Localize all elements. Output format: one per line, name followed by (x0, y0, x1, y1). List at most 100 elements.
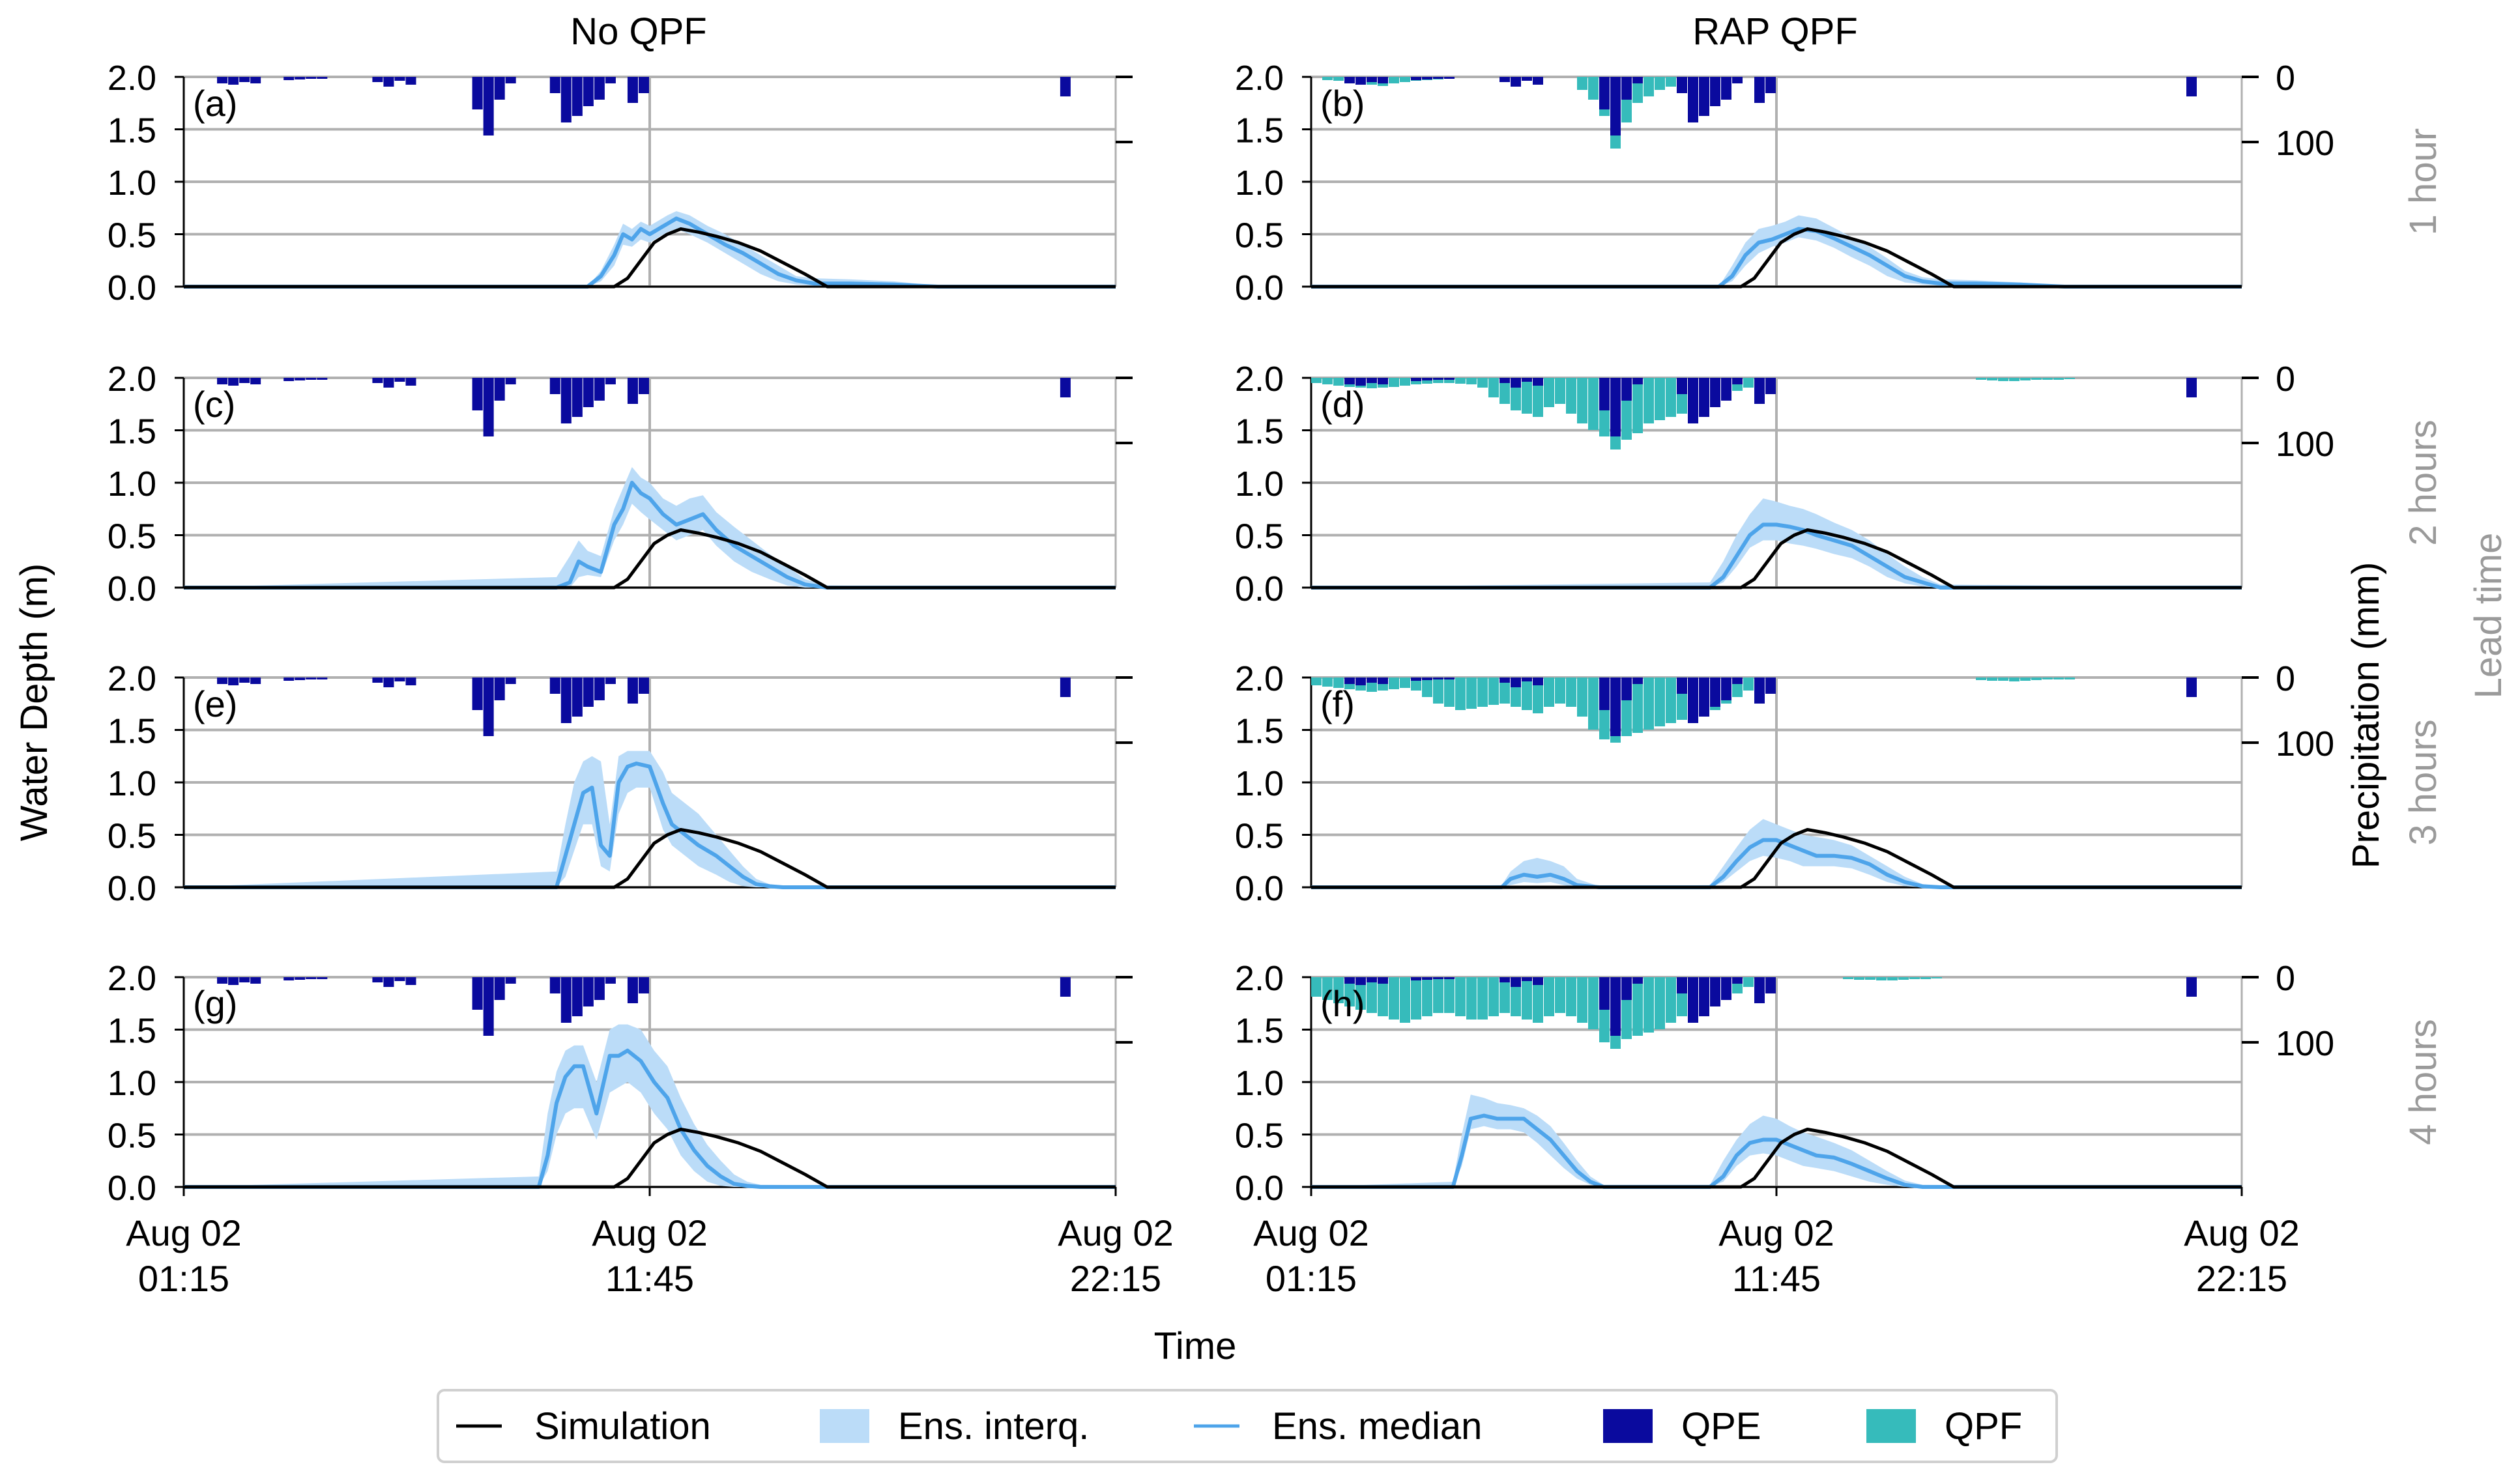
qpe-bar (1621, 678, 1632, 700)
simulation-line (184, 227, 1116, 289)
qpf-bar (1998, 378, 2008, 381)
qpf-bar (1499, 977, 1510, 1013)
qpe-bar (1422, 977, 1432, 980)
simulation-line (1311, 828, 2242, 889)
qpe-bar (1378, 977, 1388, 984)
qpe-bar (1444, 977, 1455, 979)
qpe-bar (1699, 678, 1709, 717)
qpe-bar (1522, 678, 1532, 681)
y-tick-label: 0.5 (1235, 216, 1284, 255)
qpe-bar (638, 678, 649, 694)
qpf-bar (1588, 378, 1599, 430)
qpf-bar (1389, 378, 1399, 387)
panel-label: (d) (1320, 384, 1365, 425)
qpf-bar (1644, 678, 1654, 730)
qpf-bar (1865, 977, 1876, 980)
qpf-bar (2031, 378, 2042, 380)
y-tick-label: 0.0 (1235, 1169, 1284, 1208)
qpe-bar (605, 678, 616, 684)
panel-e: 0.0 0.5 1.0 1.5 2.0 (e) (108, 659, 1133, 908)
qpf-bar (1389, 977, 1399, 1020)
qpf-bar (1433, 378, 1443, 383)
x-tick-label: 01:15 (1266, 1258, 1357, 1299)
qpe-bar (2186, 678, 2197, 697)
panel-a: 0.0 0.5 1.0 1.5 2.0 (a) (108, 59, 1133, 307)
qpe-bar (383, 77, 394, 87)
qpe-bar (394, 977, 405, 981)
qpf-bar (1909, 977, 1920, 979)
precip-tick-label: 100 (2276, 425, 2334, 464)
qpe-bar (605, 77, 616, 83)
legend-swatch (1866, 1409, 1916, 1443)
lead-time-row-label: 3 hours (2402, 719, 2444, 845)
qpe-bar (2186, 77, 2197, 96)
qpe-bar (283, 977, 295, 980)
qpe-bar (1422, 678, 1432, 680)
panel-d: 0.0 0.5 1.0 1.5 2.0 0 100 (d) 2 hours (1235, 360, 2444, 608)
qpf-bar (2042, 678, 2053, 679)
y-tick-label: 2.0 (108, 59, 156, 98)
qpf-bar (1488, 977, 1499, 1016)
qpe-bar (2186, 977, 2197, 997)
x-tick-label: Aug 02 (1058, 1212, 1174, 1253)
qpe-bar (306, 77, 317, 79)
qpe-bar (1344, 378, 1355, 384)
y-tick-label: 0.0 (108, 268, 156, 307)
qpf-bar (1311, 678, 1322, 685)
qpf-bar (1322, 77, 1333, 80)
x-tick-label: 22:15 (1070, 1258, 1161, 1299)
qpf-bar (1843, 977, 1853, 979)
y-tick-label: 1.0 (1235, 764, 1284, 803)
qpe-bar (1632, 378, 1643, 384)
qpf-bar (1876, 977, 1887, 980)
y-tick-label: 1.5 (1235, 1012, 1284, 1051)
legend-label: Simulation (534, 1405, 711, 1448)
qpe-bar (295, 77, 306, 79)
column-title-no-qpf: No QPF (570, 10, 707, 53)
qpe-bar (317, 378, 328, 380)
qpf-bar (1367, 977, 1377, 1013)
legend: Simulation Ens. interq. Ens. median QPE QPF (437, 1389, 2058, 1463)
qpf-bar (1932, 977, 1942, 978)
qpe-bar (1599, 977, 1610, 1010)
qpe-bar (250, 678, 261, 684)
ensemble-median-line (184, 216, 1116, 289)
qpf-bar (1987, 678, 1997, 681)
qpe-bar (1344, 678, 1355, 684)
qpf-bar (1920, 977, 1931, 979)
qpf-bar (1743, 977, 1754, 987)
y-tick-label: 0.0 (1235, 569, 1284, 608)
qpf-bar (1433, 678, 1443, 704)
ensemble-interquartile-band (184, 1024, 1116, 1187)
qpe-bar (1499, 378, 1510, 383)
qpe-bar (505, 77, 516, 83)
qpe-bar (228, 378, 239, 386)
qpe-bar (483, 378, 494, 436)
precip-tick-label: 100 (2276, 724, 2334, 763)
qpe-bar (505, 378, 516, 384)
qpe-bar (560, 678, 572, 723)
ensemble-interquartile-band (1311, 215, 2242, 287)
qpe-bar (1355, 977, 1366, 985)
qpe-bar (1433, 77, 1443, 79)
qpf-bar (1555, 378, 1565, 404)
y-tick-label: 1.5 (108, 111, 156, 150)
qpe-bar (1411, 678, 1421, 681)
qpf-bar (1322, 378, 1333, 384)
qpf-bar (1666, 77, 1676, 87)
qpe-bar (1344, 977, 1355, 984)
panel-label: (g) (193, 983, 237, 1024)
qpe-bar (1688, 378, 1698, 423)
y-tick-label: 1.0 (108, 764, 156, 803)
qpe-bar (638, 77, 649, 93)
precip-tick-label: 100 (2276, 1024, 2334, 1063)
qpe-bar (1721, 378, 1731, 401)
qpe-bar (572, 77, 583, 116)
qpf-bar (1444, 977, 1455, 1013)
qpe-bar (1422, 77, 1432, 79)
qpe-bar (228, 77, 239, 85)
panel-label: (b) (1320, 83, 1365, 124)
y-tick-label: 1.5 (1235, 111, 1284, 150)
qpe-bar (250, 977, 261, 984)
